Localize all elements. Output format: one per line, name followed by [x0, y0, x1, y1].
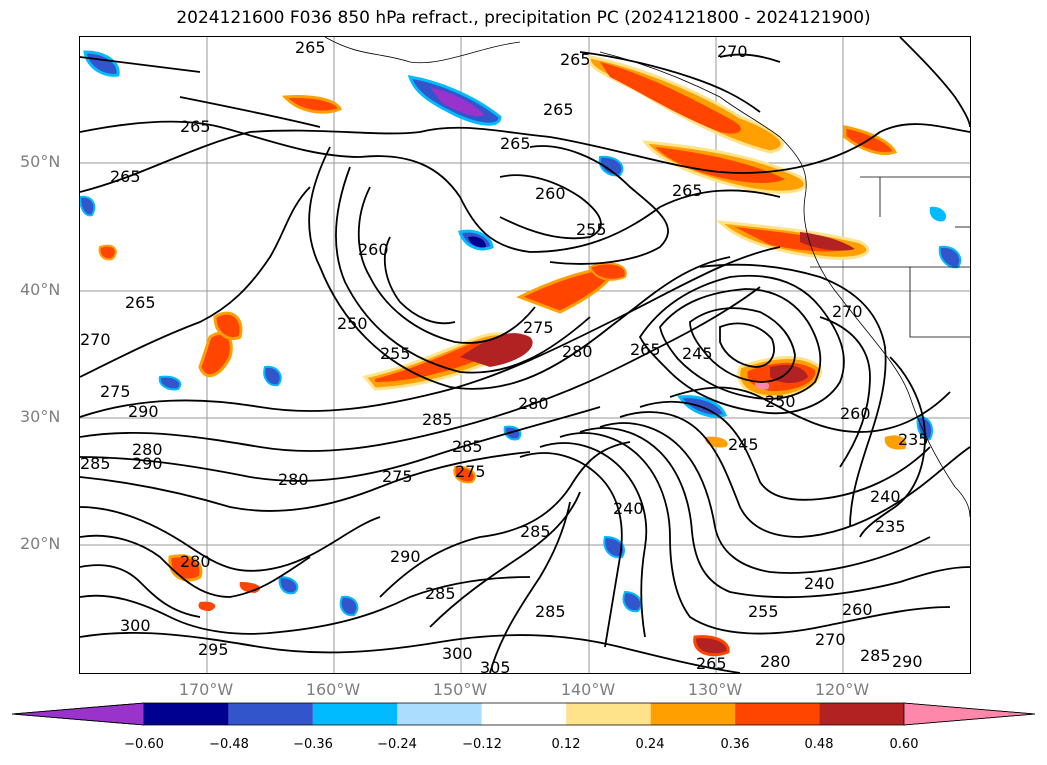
contour-label: 250: [337, 314, 368, 333]
contour-label: 290: [132, 454, 163, 473]
contour-label: 265: [295, 38, 326, 57]
refractivity-contours: [80, 37, 970, 673]
contour-label: 260: [842, 600, 873, 619]
colorbar-tick: 0.48: [804, 737, 834, 752]
colorbar-segment: [650, 703, 736, 725]
colorbar-outline: [11, 702, 1036, 726]
contour-label: 255: [576, 220, 607, 239]
contour-label: 290: [390, 547, 421, 566]
map-canvas: 265 265 270 265 265 265 265 265 260 255 …: [80, 37, 970, 673]
contour-label: 265: [630, 340, 661, 359]
contour-label: 270: [815, 630, 846, 649]
contour-label: 260: [358, 240, 389, 259]
contour-label: 260: [535, 184, 566, 203]
contour-label: 265: [696, 654, 727, 673]
contour-label: 250: [765, 392, 796, 411]
colorbar-segment: [312, 703, 398, 725]
lon-label-130w: 130°W: [687, 680, 743, 699]
colorbar-segment: [819, 703, 904, 725]
contour-label: 265: [180, 117, 211, 136]
colorbar-tick: −0.36: [293, 737, 333, 752]
contour-label: 295: [198, 640, 229, 659]
colorbar-segment: [397, 703, 482, 725]
contour-label: 240: [804, 574, 835, 593]
contour-label: 245: [728, 435, 759, 454]
colorbar-tick: 0.36: [720, 737, 750, 752]
contour-label: 240: [870, 487, 901, 506]
contour-label: 275: [382, 467, 413, 486]
contour-label: 285: [452, 437, 483, 456]
colorbar-segment: [735, 703, 820, 725]
contour-label: 275: [523, 318, 554, 337]
colorbar: [11, 702, 1036, 726]
precip-positive-shading: [98, 55, 907, 657]
contour-label: 265: [125, 293, 156, 312]
lon-label-120w: 120°W: [814, 680, 870, 699]
lon-label-140w: 140°W: [560, 680, 616, 699]
lon-label-160w: 160°W: [305, 680, 361, 699]
colorbar-segment: [481, 703, 567, 725]
contour-label: 265: [110, 167, 141, 186]
contour-label: 270: [717, 42, 748, 61]
contour-label: 285: [425, 584, 456, 603]
colorbar-tick: −0.12: [462, 737, 502, 752]
contour-label: 300: [442, 644, 473, 663]
contour-label: 270: [832, 302, 863, 321]
contour-label: 280: [132, 440, 163, 459]
lon-label-170w: 170°W: [178, 680, 234, 699]
contour-label: 285: [520, 522, 551, 541]
contour-label: 255: [748, 602, 779, 621]
colorbar-segment: [228, 703, 313, 725]
contour-label: 275: [455, 462, 486, 481]
lat-label-30n: 30°N: [20, 407, 61, 426]
contour-label: 235: [898, 430, 929, 449]
contour-label: 255: [380, 344, 411, 363]
lat-label-20n: 20°N: [20, 534, 61, 553]
colorbar-tick: −0.24: [377, 737, 417, 752]
contour-label: 265: [560, 50, 591, 69]
colorbar-tick: 0.12: [551, 737, 581, 752]
contour-label-group: 265 265 270 265 265 265 265 265 260 255 …: [80, 38, 929, 673]
colorbar-tick: 0.60: [889, 737, 919, 752]
contour-label: 285: [80, 454, 111, 473]
contour-label: 280: [562, 342, 593, 361]
contour-label: 265: [672, 181, 703, 200]
colorbar-segment: [144, 703, 229, 725]
contour-label: 265: [543, 100, 574, 119]
precip-negative-shading: [80, 50, 962, 617]
contour-label: 290: [128, 402, 159, 421]
colorbar-tick: 0.24: [635, 737, 665, 752]
lat-label-50n: 50°N: [20, 152, 61, 171]
contour-label: 300: [120, 616, 151, 635]
colorbar-tick: −0.60: [124, 737, 164, 752]
contour-label: 305: [480, 658, 511, 673]
contour-label: 285: [422, 410, 453, 429]
contour-label: 260: [840, 404, 871, 423]
contour-label: 290: [892, 652, 923, 671]
lat-label-40n: 40°N: [20, 280, 61, 299]
contour-label: 285: [860, 646, 891, 665]
colorbar-extend-low: [11, 702, 145, 726]
colorbar-extend-high: [903, 702, 1036, 726]
contour-label: 280: [278, 470, 309, 489]
contour-label: 270: [80, 330, 111, 349]
contour-label: 235: [875, 517, 906, 536]
contour-label: 280: [180, 552, 211, 571]
contour-label: 265: [500, 134, 531, 153]
contour-label: 280: [518, 394, 549, 413]
lon-label-150w: 150°W: [432, 680, 488, 699]
contour-label: 280: [760, 652, 791, 671]
colorbar-segment: [566, 703, 651, 725]
contour-label: 285: [535, 602, 566, 621]
contour-label: 240: [613, 499, 644, 518]
contour-label: 245: [682, 344, 713, 363]
map-panel: 265 265 270 265 265 265 265 265 260 255 …: [79, 36, 971, 674]
contour-label: 275: [100, 382, 131, 401]
map-title: 2024121600 F036 850 hPa refract., precip…: [176, 8, 871, 28]
colorbar-tick: −0.48: [209, 737, 249, 752]
coastline: [324, 37, 970, 518]
